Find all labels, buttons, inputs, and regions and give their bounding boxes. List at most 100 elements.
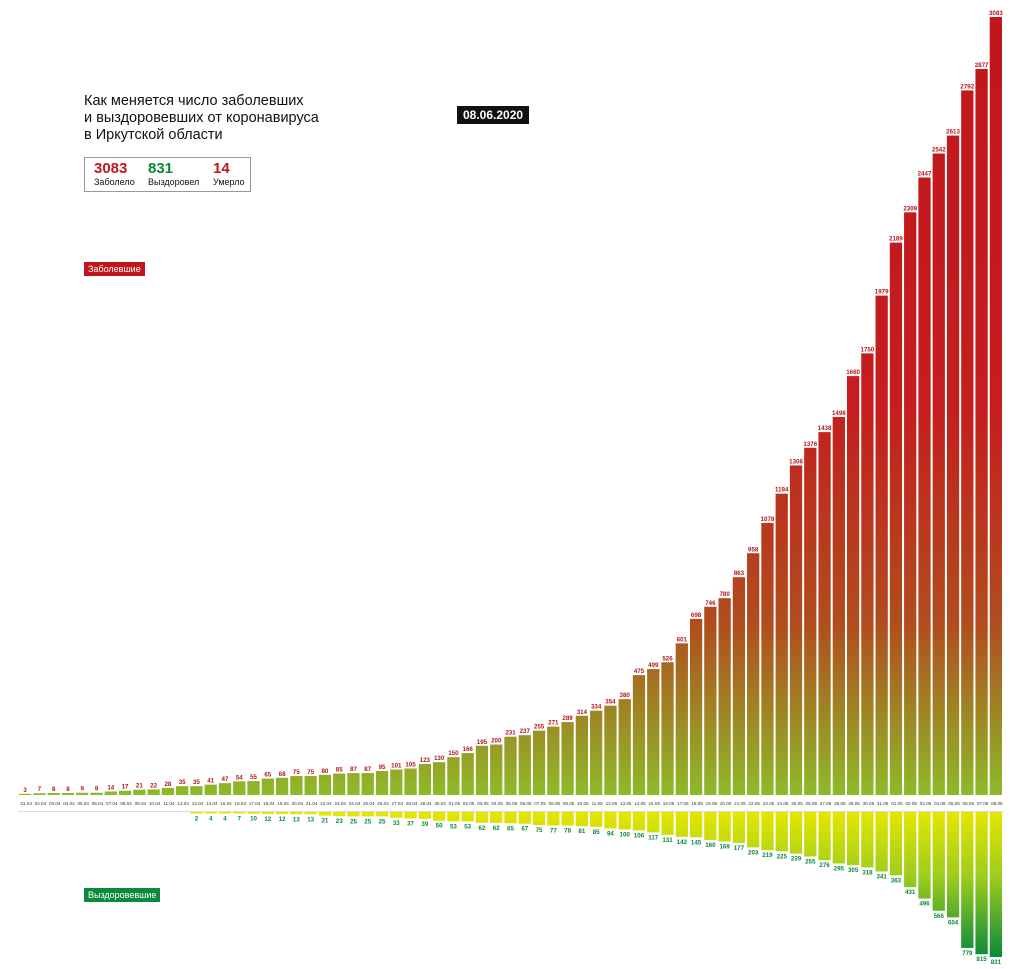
recovered-bar: [961, 812, 974, 948]
x-tick-label: 15.05: [649, 801, 661, 806]
infected-bar: [19, 793, 32, 795]
infected-bar: [304, 776, 317, 795]
recovered-value-label: 81: [578, 828, 585, 835]
x-tick-label: 06.05: [520, 801, 532, 806]
recovered-value-label: 160: [705, 842, 716, 849]
recovered-bar: [418, 812, 431, 819]
infected-value-label: 1438: [818, 425, 832, 432]
infected-bar: [261, 778, 274, 795]
infected-bar: [832, 416, 845, 795]
recovered-value-label: 145: [691, 839, 702, 846]
x-tick-label: 11.04: [163, 801, 175, 806]
infected-bar: [932, 153, 945, 795]
recovered-bar: [547, 812, 560, 826]
x-tick-label: 07.04: [106, 801, 118, 806]
recovered-bar: [747, 812, 760, 848]
recovered-bar: [775, 812, 788, 852]
infected-bar: [218, 783, 232, 795]
infected-bar: [918, 177, 931, 795]
recovered-value-label: 67: [521, 826, 528, 833]
infected-value-label: 958: [748, 546, 759, 553]
recovered-value-label: 39: [421, 821, 428, 828]
infected-value-label: 2189: [889, 236, 903, 243]
infected-bar: [490, 744, 503, 795]
infected-bar: [390, 769, 403, 795]
x-tick-label: 04.04: [63, 801, 75, 806]
x-tick-label: 29.04: [420, 801, 432, 806]
x-tick-label: 09.04: [135, 801, 147, 806]
x-tick-label: 10.05: [577, 801, 589, 806]
infected-bar: [76, 792, 89, 795]
recovered-value-label: 94: [607, 830, 614, 837]
recovered-bar: [375, 812, 389, 817]
infected-value-label: 271: [548, 720, 559, 727]
x-tick-label: 14.04: [206, 801, 218, 806]
infected-value-label: 1376: [803, 441, 817, 448]
recovered-bar: [504, 812, 517, 824]
infected-bar: [275, 777, 289, 795]
recovered-value-label: 2: [195, 816, 199, 823]
x-tick-label: 19.04: [277, 801, 289, 806]
x-tick-label: 30.05: [863, 801, 875, 806]
x-tick-label: 25.05: [791, 801, 803, 806]
infected-bar: [961, 90, 974, 796]
recovered-bar: [432, 812, 446, 821]
x-tick-label: 20.04: [292, 801, 304, 806]
infected-value-label: 35: [193, 779, 200, 786]
recovered-value-label: 37: [407, 820, 414, 827]
infected-value-label: 55: [250, 774, 257, 781]
recovered-bar: [846, 812, 860, 866]
infected-bar: [532, 730, 546, 795]
x-tick-label: 21.05: [734, 801, 746, 806]
infected-bar: [861, 353, 874, 795]
infected-value-label: 130: [434, 755, 445, 762]
recovered-value-label: 142: [677, 839, 688, 846]
x-tick-label: 01.06: [891, 801, 903, 806]
infected-value-label: 87: [364, 766, 371, 773]
infected-bar: [33, 793, 46, 795]
x-tick-label: 07.06: [977, 801, 989, 806]
recovered-bar: [290, 812, 303, 815]
recovered-bar: [804, 812, 817, 857]
infected-value-label: 526: [662, 655, 673, 662]
infected-bar: [846, 376, 860, 795]
infected-value-label: 1979: [875, 289, 889, 296]
infected-value-label: 9: [81, 786, 85, 793]
infected-bar: [432, 762, 446, 795]
x-tick-label: 08.04: [120, 801, 132, 806]
recovered-bar: [718, 812, 731, 842]
recovered-value-label: 496: [919, 901, 930, 908]
infected-bar: [47, 792, 60, 795]
x-tick-label: 03.05: [477, 801, 489, 806]
infected-bar: [889, 242, 903, 796]
x-tick-label: 24.04: [349, 801, 361, 806]
x-tick-label: 27.04: [392, 801, 404, 806]
recovered-bar: [861, 812, 874, 868]
infected-bar: [333, 773, 346, 795]
recovered-bar: [304, 812, 317, 815]
x-tick-label: 27.05: [820, 801, 832, 806]
x-tick-label: 28.05: [834, 801, 846, 806]
x-tick-label: 06.06: [963, 801, 975, 806]
recovered-value-label: 53: [450, 823, 457, 830]
recovered-value-label: 62: [493, 825, 500, 832]
recovered-bar: [832, 812, 845, 864]
infected-value-label: 85: [336, 767, 343, 774]
infected-value-label: 80: [321, 768, 328, 775]
title-line: в Иркутской области: [84, 127, 223, 143]
infected-value-label: 8: [66, 786, 70, 793]
infected-bar: [461, 753, 474, 795]
recovered-value-label: 85: [593, 829, 600, 836]
infected-value-label: 41: [207, 778, 214, 785]
infected-bar: [632, 675, 646, 795]
infected-value-label: 17: [122, 784, 129, 791]
infected-bar: [61, 792, 75, 795]
infected-bar: [347, 773, 360, 795]
infected-value-label: 1750: [860, 346, 874, 353]
recovered-bar: [975, 812, 988, 955]
x-tick-label: 08.05: [549, 801, 561, 806]
recovered-value-label: 604: [948, 919, 959, 926]
recovered-bar: [518, 812, 531, 824]
recovered-value-labels: 2 4 4 7 10 12 12 13 13 21 23 25 25 25 33 37 39 50 53 53 62 62…: [195, 816, 1002, 967]
recovered-value-label: 100: [620, 831, 631, 838]
